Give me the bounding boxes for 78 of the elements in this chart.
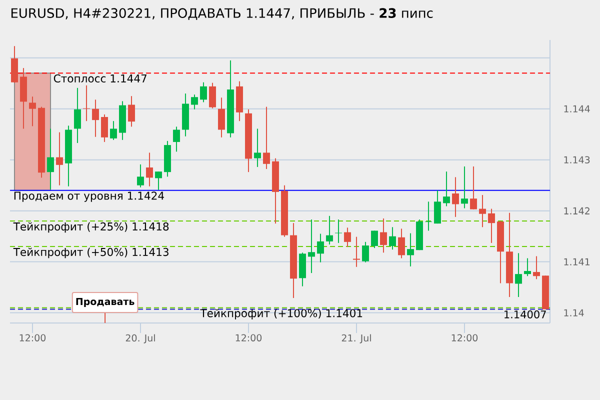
- candlestick: [128, 96, 136, 128]
- candlestick: [533, 256, 540, 280]
- candlestick: [443, 171, 450, 207]
- ref-line-label: Тейкпрофит (+100%) 1.1401: [200, 308, 362, 320]
- candlestick: [101, 114, 108, 142]
- candlestick: [38, 106, 46, 178]
- candlestick: [281, 184, 288, 238]
- candlestick: [137, 164, 144, 188]
- candlestick: [92, 99, 100, 138]
- candlestick: [191, 94, 198, 110]
- candlestick: [245, 108, 252, 173]
- candlestick: [389, 226, 396, 250]
- candlestick: [173, 126, 180, 152]
- y-tick-label: 1.141: [564, 258, 590, 266]
- candlestick: [362, 241, 370, 263]
- candlestick: [461, 166, 468, 209]
- x-tick-label: 12:00: [20, 334, 46, 342]
- candlestick: [542, 275, 550, 310]
- candlestick: [263, 106, 270, 170]
- candlestick: [74, 87, 82, 144]
- ref-line-label: 1.14007: [504, 310, 546, 318]
- candlestick: [299, 252, 306, 287]
- candlestick: [326, 215, 334, 245]
- candlestick: [452, 176, 460, 218]
- x-tick-label: 20. Jul: [126, 334, 155, 344]
- candlestick: [83, 84, 90, 122]
- ref-line-label: Тейкпрофит (+50%) 1.1413: [13, 248, 168, 258]
- y-tick-label: 1.144: [564, 105, 590, 112]
- candlestick: [407, 232, 414, 267]
- annotation: Продавать: [76, 298, 134, 307]
- candlestick: [47, 128, 54, 190]
- candlestick: [515, 252, 522, 298]
- candlestick: [65, 125, 72, 187]
- candlestick: [110, 120, 118, 140]
- x-tick-label: 12:00: [452, 334, 478, 342]
- y-tick-label: 1.143: [564, 156, 590, 164]
- y-tick-label: 1.142: [564, 207, 590, 214]
- candlestick: [506, 212, 514, 298]
- candlestick: [236, 80, 244, 122]
- ref-line-label: Тейкпрофит (+25%) 1.1418: [13, 222, 169, 233]
- candlestick: [155, 171, 162, 190]
- candlestick: [470, 166, 478, 210]
- candlestick: [29, 96, 36, 127]
- y-tick-label: 1.14: [564, 309, 584, 316]
- ref-line-label: Продаем от уровня 1.1424: [14, 192, 164, 202]
- candlestick: [308, 218, 316, 274]
- ref-line-label: Стоплосс 1.1447: [54, 74, 147, 83]
- chart-title: EURUSD, H4#230221, ПРОДАВАТЬ 1.1447, ПРИБЫЛЬ - 23 пипс: [11, 8, 433, 20]
- candlestick: [209, 82, 216, 109]
- candlestick: [416, 218, 424, 251]
- candlestick: [398, 228, 406, 259]
- candlestick: [119, 100, 126, 140]
- candlestick: [11, 46, 18, 84]
- candlestick: [380, 218, 388, 254]
- candlestick: [479, 194, 486, 228]
- candlestick: [353, 236, 360, 268]
- candlestick: [317, 233, 324, 263]
- candlestick: [497, 220, 504, 284]
- candlestick: [290, 222, 298, 299]
- x-tick-label: 21. Jul: [342, 334, 371, 344]
- candlestick: [434, 190, 442, 224]
- candlestick: [56, 132, 64, 186]
- candlestick: [425, 201, 432, 232]
- candlestick: [371, 230, 378, 249]
- candlestick: [20, 68, 28, 130]
- candlestick: [344, 227, 352, 248]
- x-tick-label: 12:00: [236, 334, 262, 342]
- candlestick: [164, 140, 172, 178]
- candlestick: [218, 97, 226, 138]
- candlestick: [335, 218, 342, 244]
- candlestick: [146, 152, 154, 187]
- candlestick: [182, 93, 190, 137]
- candlestick: [200, 82, 208, 103]
- candlestick: [227, 60, 234, 138]
- candlestick: [254, 128, 262, 168]
- candlestick: [488, 208, 496, 244]
- candlestick: [272, 158, 280, 224]
- candlestick: [524, 258, 532, 277]
